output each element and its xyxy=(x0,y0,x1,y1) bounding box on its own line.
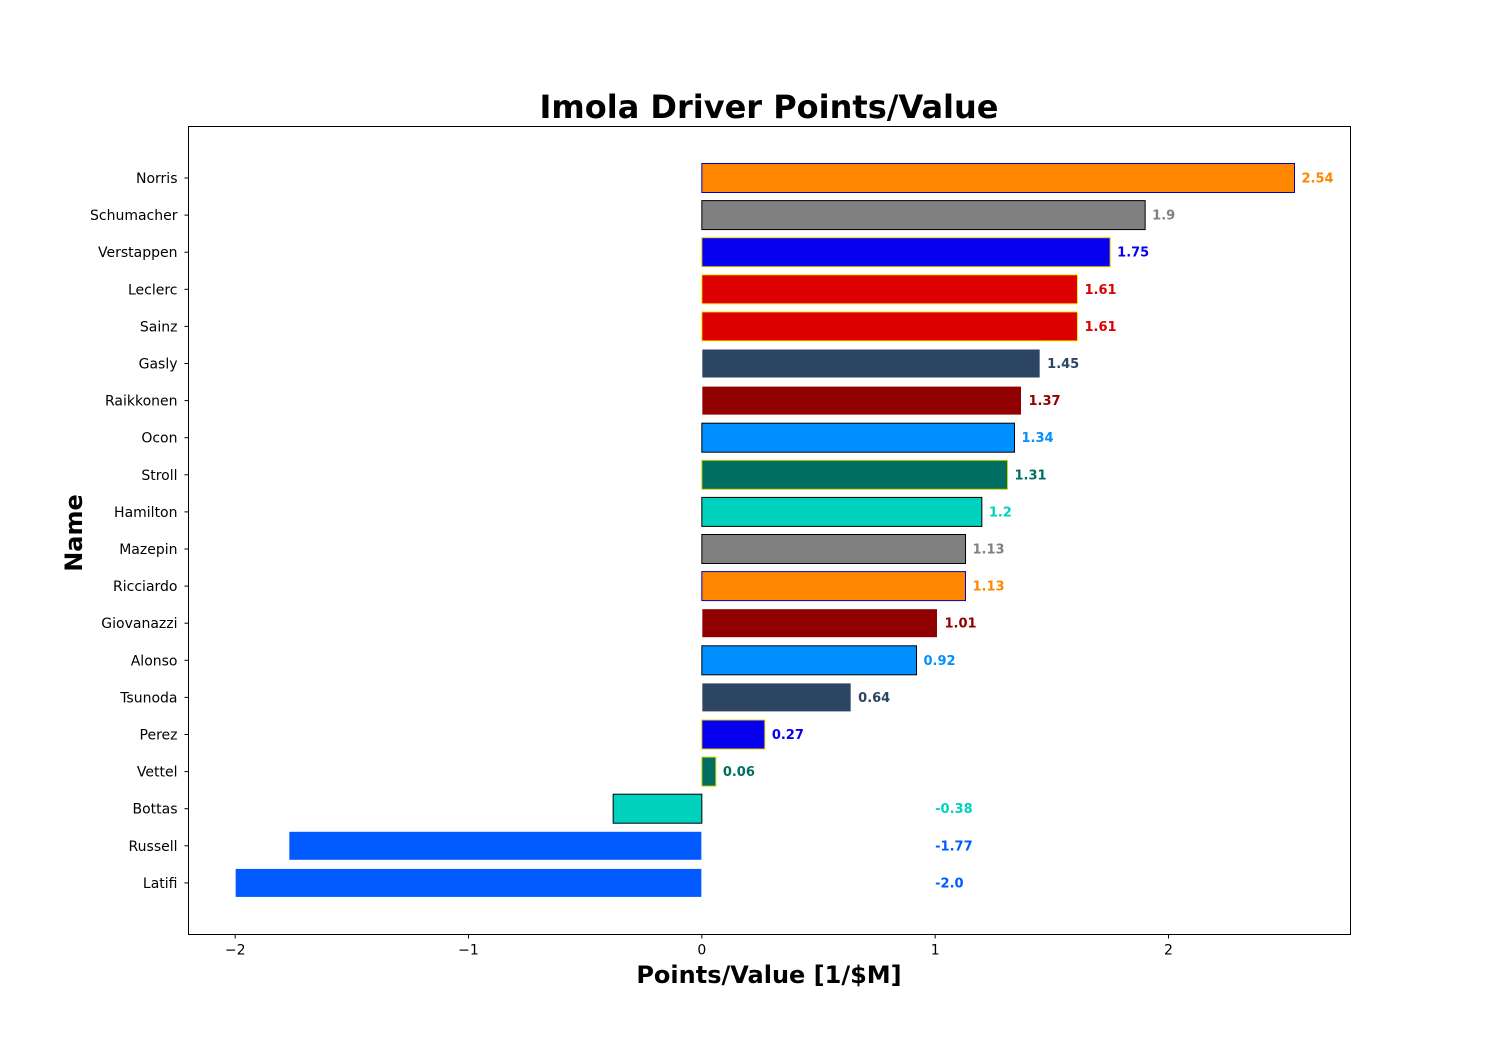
category-label-verstappen: Verstappen xyxy=(98,245,177,261)
category-label-russell: Russell xyxy=(129,839,178,855)
bar-raikkonen xyxy=(701,385,1022,416)
category-label-gasly: Gasly xyxy=(139,357,178,373)
x-axis-title: Points/Value [1/$M] xyxy=(636,961,901,989)
value-label-raikkonen: 1.37 xyxy=(1029,394,1061,409)
bar-norris xyxy=(701,163,1295,193)
value-label-hamilton: 1.2 xyxy=(989,505,1012,520)
category-label-leclerc: Leclerc xyxy=(128,282,178,298)
category-label-ocon: Ocon xyxy=(141,431,177,447)
bar-hamilton xyxy=(701,496,983,527)
bar-verstappen xyxy=(701,237,1111,268)
value-label-stroll: 1.31 xyxy=(1015,468,1047,483)
bar-bottas xyxy=(612,793,703,824)
x-tick-label: 1 xyxy=(931,943,940,959)
category-label-bottas: Bottas xyxy=(132,802,177,818)
bar-gasly xyxy=(701,348,1041,379)
bar-vettel xyxy=(701,756,717,787)
value-label-latifi: -2.0 xyxy=(935,876,963,891)
category-label-schumacher: Schumacher xyxy=(90,208,178,224)
bar-schumacher xyxy=(701,200,1146,231)
x-axis-ticks: −2 −1 0 1 2 xyxy=(225,934,1173,959)
x-tick-label: −1 xyxy=(458,943,479,959)
category-label-perez: Perez xyxy=(140,728,178,744)
category-label-mazepin: Mazepin xyxy=(119,542,177,558)
category-label-norris: Norris xyxy=(136,171,178,187)
value-label-russell: -1.77 xyxy=(935,839,972,854)
value-label-sainz: 1.61 xyxy=(1085,320,1117,335)
value-label-vettel: 0.06 xyxy=(723,765,755,780)
category-label-tsunoda: Tsunoda xyxy=(119,690,177,706)
bar-ricciardo xyxy=(701,571,966,602)
category-label-giovanazzi: Giovanazzi xyxy=(101,616,177,632)
value-label-alonso: 0.92 xyxy=(924,654,956,669)
bars-layer xyxy=(234,163,1295,898)
bar-mazepin xyxy=(701,534,966,564)
value-label-bottas: -0.38 xyxy=(935,802,972,817)
y-axis-title: Name xyxy=(60,494,88,572)
category-label-alonso: Alonso xyxy=(131,653,178,669)
category-label-ricciardo: Ricciardo xyxy=(113,579,177,595)
value-label-leclerc: 1.61 xyxy=(1085,283,1117,298)
bar-perez xyxy=(701,719,766,750)
value-label-perez: 0.27 xyxy=(772,728,804,743)
category-label-latifi: Latifi xyxy=(143,876,178,892)
bar-tsunoda xyxy=(701,682,852,713)
value-label-schumacher: 1.9 xyxy=(1152,209,1175,224)
bar-russell xyxy=(288,830,703,861)
value-labels: 2.54 1.9 1.75 1.61 1.61 1.45 1.37 1.34 1.31 1.2 1.… xyxy=(723,172,1334,892)
plot-area-frame xyxy=(188,126,1351,935)
value-label-mazepin: 1.13 xyxy=(973,543,1005,558)
bar-giovanazzi xyxy=(701,608,938,639)
category-label-stroll: Stroll xyxy=(141,468,177,484)
value-label-ricciardo: 1.13 xyxy=(973,580,1005,595)
value-label-norris: 2.54 xyxy=(1302,172,1334,187)
bar-sainz xyxy=(701,311,1078,342)
category-label-hamilton: Hamilton xyxy=(114,505,177,521)
category-label-raikkonen: Raikkonen xyxy=(105,394,178,410)
bar-latifi xyxy=(234,867,703,898)
chart-title: Imola Driver Points/Value xyxy=(539,88,998,126)
bar-leclerc xyxy=(701,274,1078,305)
bar-ocon xyxy=(701,422,1015,453)
category-label-vettel: Vettel xyxy=(137,765,178,781)
value-label-gasly: 1.45 xyxy=(1047,357,1079,372)
value-label-verstappen: 1.75 xyxy=(1117,246,1149,261)
x-tick-label: 2 xyxy=(1164,943,1173,959)
category-label-sainz: Sainz xyxy=(140,319,178,335)
value-label-ocon: 1.34 xyxy=(1022,431,1054,446)
value-label-tsunoda: 0.64 xyxy=(858,691,890,706)
bar-stroll xyxy=(701,459,1008,490)
x-tick-label: −2 xyxy=(225,943,246,959)
category-labels: Norris Schumacher Verstappen Leclerc Sainz Ga… xyxy=(90,171,189,892)
x-tick-label: 0 xyxy=(697,943,706,959)
value-label-giovanazzi: 1.01 xyxy=(945,617,977,632)
bar-alonso xyxy=(701,645,917,676)
